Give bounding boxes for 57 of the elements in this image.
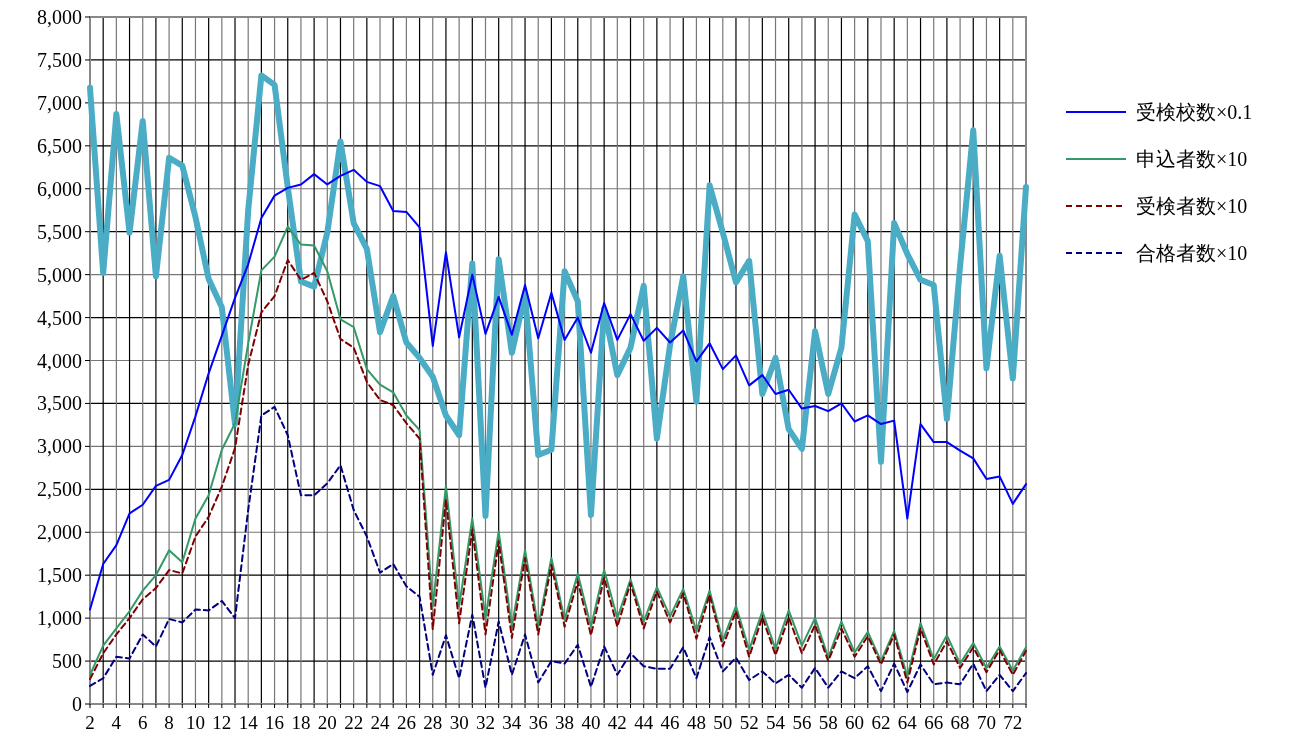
x-tick-label: 52 [739,712,759,733]
legend-label: 受検校数×0.1 [1136,101,1253,123]
x-tick-label: 60 [845,712,865,733]
legend-label: 申込者数×10 [1136,148,1248,170]
y-tick-label: 6,000 [37,177,82,200]
y-tick-label: 5,500 [37,220,82,243]
x-tick-label: 6 [137,712,148,733]
x-tick-label: 16 [265,712,285,733]
x-tick-label: 26 [396,712,416,733]
y-tick-label: 2,000 [37,521,82,544]
x-tick-label: 30 [449,712,469,733]
y-tick-label: 0 [72,693,82,715]
x-tick-label: 32 [475,712,495,733]
y-tick-label: 7,500 [37,48,82,71]
y-tick-label: 8,000 [37,6,82,28]
legend-label: 合格者数×10 [1136,242,1248,264]
y-tick-label: 500 [52,650,82,673]
x-tick-label: 64 [897,712,918,733]
x-tick-label: 4 [111,712,122,733]
x-tick-label: 70 [976,712,996,733]
x-tick-label: 66 [924,712,944,733]
x-tick-label: 18 [291,712,311,733]
x-tick-label: 22 [344,712,364,733]
y-tick-label: 4,000 [37,349,82,372]
x-tick-label: 48 [686,712,706,733]
x-tick-label: 58 [818,712,838,733]
y-tick-label: 3,500 [37,392,82,415]
x-tick-label: 28 [423,712,443,733]
x-tick-label: 68 [950,712,970,733]
x-tick-label: 62 [871,712,891,733]
y-tick-label: 6,500 [37,134,82,157]
y-tick-label: 3,000 [37,435,82,458]
x-tick-label: 34 [502,712,522,733]
x-tick-label: 14 [238,712,259,733]
x-tick-label: 46 [660,712,680,733]
x-tick-label: 56 [792,712,812,733]
y-tick-label: 7,000 [37,91,82,114]
x-tick-label: 20 [317,712,337,733]
x-tick-label: 38 [555,712,575,733]
x-tick-label: 50 [713,712,733,733]
x-tick-label: 2 [85,712,95,733]
x-tick-label: 54 [766,712,786,733]
y-tick-label: 2,500 [37,478,82,501]
x-tick-label: 10 [185,712,205,733]
y-tick-label: 1,500 [37,564,82,587]
x-tick-label: 42 [607,712,627,733]
x-tick-label: 40 [581,712,601,733]
x-tick-label: 72 [1003,712,1023,733]
y-tick-label: 5,000 [37,263,82,286]
x-tick-label: 12 [212,712,232,733]
x-tick-label: 8 [164,712,174,733]
x-tick-label: 36 [528,712,548,733]
x-tick-label: 24 [370,712,391,733]
legend-label: 受検者数×10 [1136,195,1248,217]
x-tick-label: 44 [634,712,654,733]
y-tick-label: 4,500 [37,306,82,329]
y-tick-label: 1,000 [37,607,82,630]
